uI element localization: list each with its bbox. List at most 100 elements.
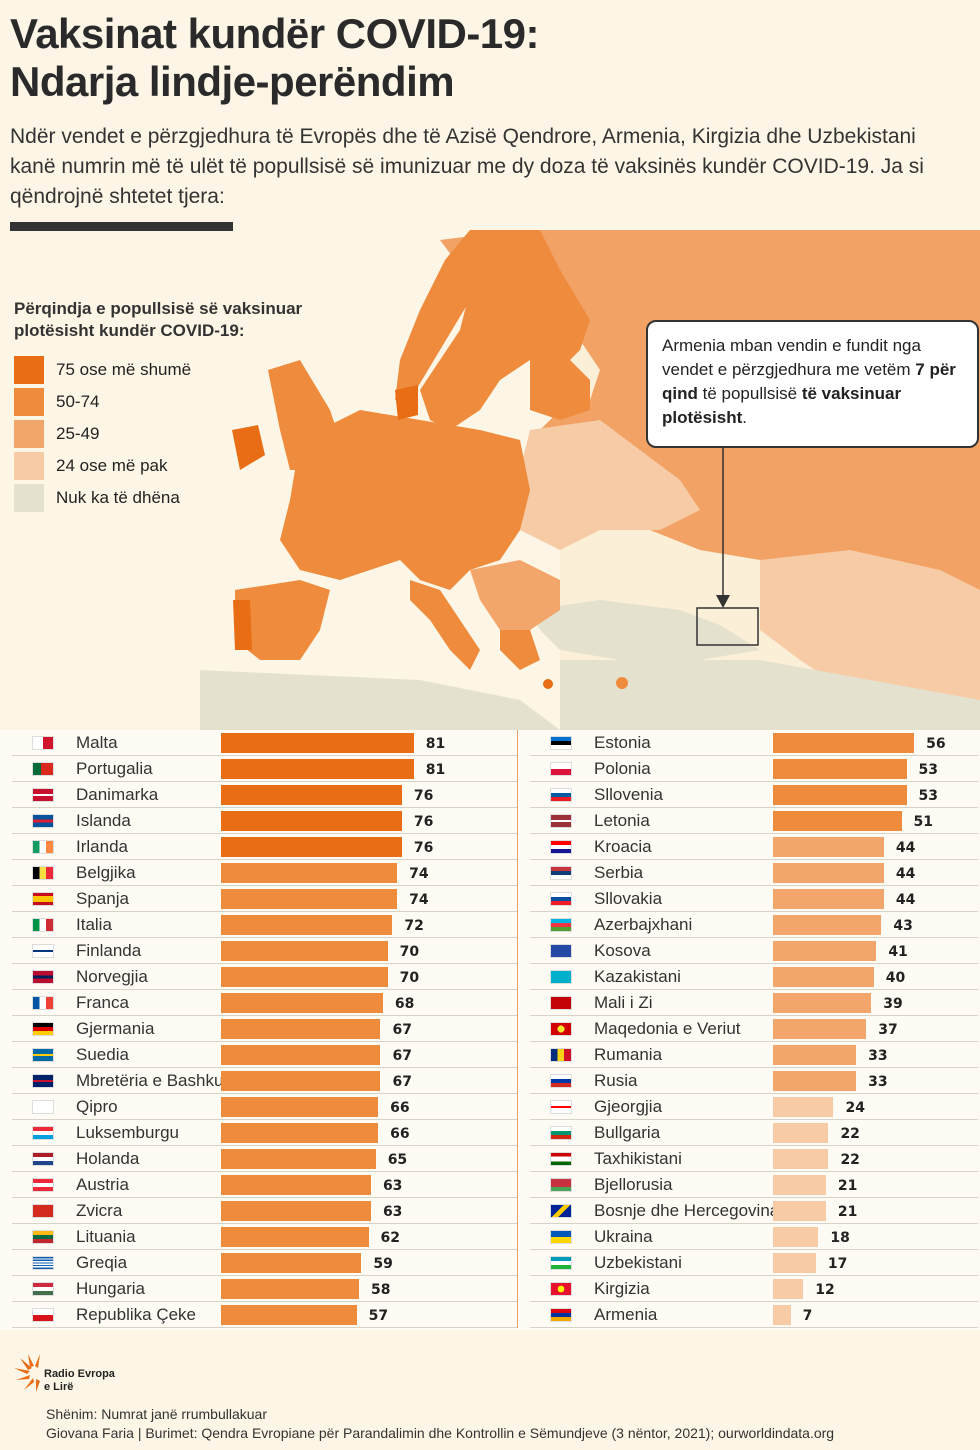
country-name: Gjeorgjia [594,1097,663,1116]
bar [773,915,882,935]
row-divider [530,1197,978,1198]
spain-flag-icon [32,892,54,906]
row-divider [530,1301,978,1302]
row-divider [12,937,517,938]
bar-value-label: 67 [392,1022,412,1038]
country-name: Polonia [594,759,651,778]
row-divider [530,1327,978,1328]
legend-swatch [14,420,44,448]
bar-value-label: 62 [380,1230,401,1246]
bar-value-label: 53 [918,788,939,804]
table-row: Serbia 44 [530,860,978,886]
bar [221,811,402,831]
row-divider [530,781,978,782]
country-name: Sllovakia [594,889,663,908]
bar-value-label: 24 [845,1100,865,1116]
finland-region [530,350,590,420]
switzerland-flag-icon [32,1204,54,1218]
country-name: Belgjika [76,863,136,882]
table-row: Belgjika 74 [12,860,517,886]
row-divider [12,911,517,912]
country-name: Kazakistani [594,967,681,986]
bar-value-label: 43 [893,918,913,934]
bar [773,1071,857,1091]
table-row: Republika Çeke 57 [12,1302,517,1328]
denmark-flag-icon [32,788,54,802]
kazakhstan-flag-icon [550,970,572,984]
uzbekistan-flag-icon [550,1256,572,1270]
bar-value-label: 76 [413,814,434,830]
bar [773,1123,829,1143]
row-divider [12,1067,517,1068]
row-divider [530,1171,978,1172]
table-row: Sllovenia 53 [530,782,978,808]
country-name: Franca [76,993,129,1012]
row-divider [12,1041,517,1042]
callout-text-1: Armenia mban vendin e fundit nga vendet … [662,336,921,379]
bar [221,1201,371,1221]
slovenia-flag-icon [550,788,572,802]
table-row: Islanda 76 [12,808,517,834]
row-divider [530,911,978,912]
legend-swatch [14,484,44,512]
middle-east-region [560,660,980,730]
north-africa-region [200,670,560,730]
cyprus-region [616,677,628,689]
country-name: Greqia [76,1253,128,1272]
country-name: Gjermania [76,1019,155,1038]
bar-value-label: 74 [409,892,429,908]
bar-value-label: 76 [413,788,434,804]
bar [221,733,414,753]
table-row: Azerbajxhani 43 [530,912,978,938]
country-name: Rusia [594,1071,638,1090]
bar [773,967,874,987]
iberia-region [235,580,330,660]
legend-item-75: 75 ose më shumë [14,354,324,386]
legend-label: 24 ose më pak [56,456,168,475]
row-divider [530,833,978,834]
russia-flag-icon [550,1074,572,1088]
bar [773,1227,819,1247]
country-name: Kirgizia [594,1279,650,1298]
row-divider [12,1327,517,1328]
row-divider [530,1223,978,1224]
table-row: Irlanda 76 [12,834,517,860]
table-row: Hungaria 58 [12,1276,517,1302]
country-name: Zvicra [76,1201,123,1220]
bar [773,993,872,1013]
table-row: Bullgaria 22 [530,1120,978,1146]
table-row: Kirgizia 12 [530,1276,978,1302]
bar [221,967,388,987]
bar-value-label: 56 [926,736,946,752]
denmark-region [395,385,418,420]
page-title: Vaksinat kundër COVID-19: Ndarja lindje-… [10,10,540,106]
bar-value-label: 58 [371,1282,391,1298]
callout-bold-1: 7 për qind [662,360,956,403]
bar [221,915,393,935]
bar [221,863,398,883]
country-name: Republika Çeke [76,1305,197,1324]
row-divider [530,807,978,808]
table-row: Sllovakia 44 [530,886,978,912]
table-row: Estonia 56 [530,730,978,756]
bar [773,1305,791,1325]
bar [221,837,402,857]
row-divider [530,937,978,938]
bar-value-label: 7 [802,1308,813,1324]
bar [773,811,902,831]
norway-sweden-coast [395,230,495,400]
table-row: Austria 63 [12,1172,517,1198]
table-row: Danimarka 76 [12,782,517,808]
bar-value-label: 74 [409,866,429,882]
italy-flag-icon [32,918,54,932]
table-row: Luksemburgu 66 [12,1120,517,1146]
ireland-flag-icon [32,840,54,854]
czechia-flag-icon [32,1308,54,1322]
country-name: Hungaria [76,1279,145,1298]
bar-value-label: 12 [815,1282,835,1298]
montenegro-flag-icon [550,996,572,1010]
bar-value-label: 21 [837,1204,858,1220]
bar-value-label: 59 [373,1256,393,1272]
slovakia-flag-icon [550,892,572,906]
bar [221,1097,379,1117]
